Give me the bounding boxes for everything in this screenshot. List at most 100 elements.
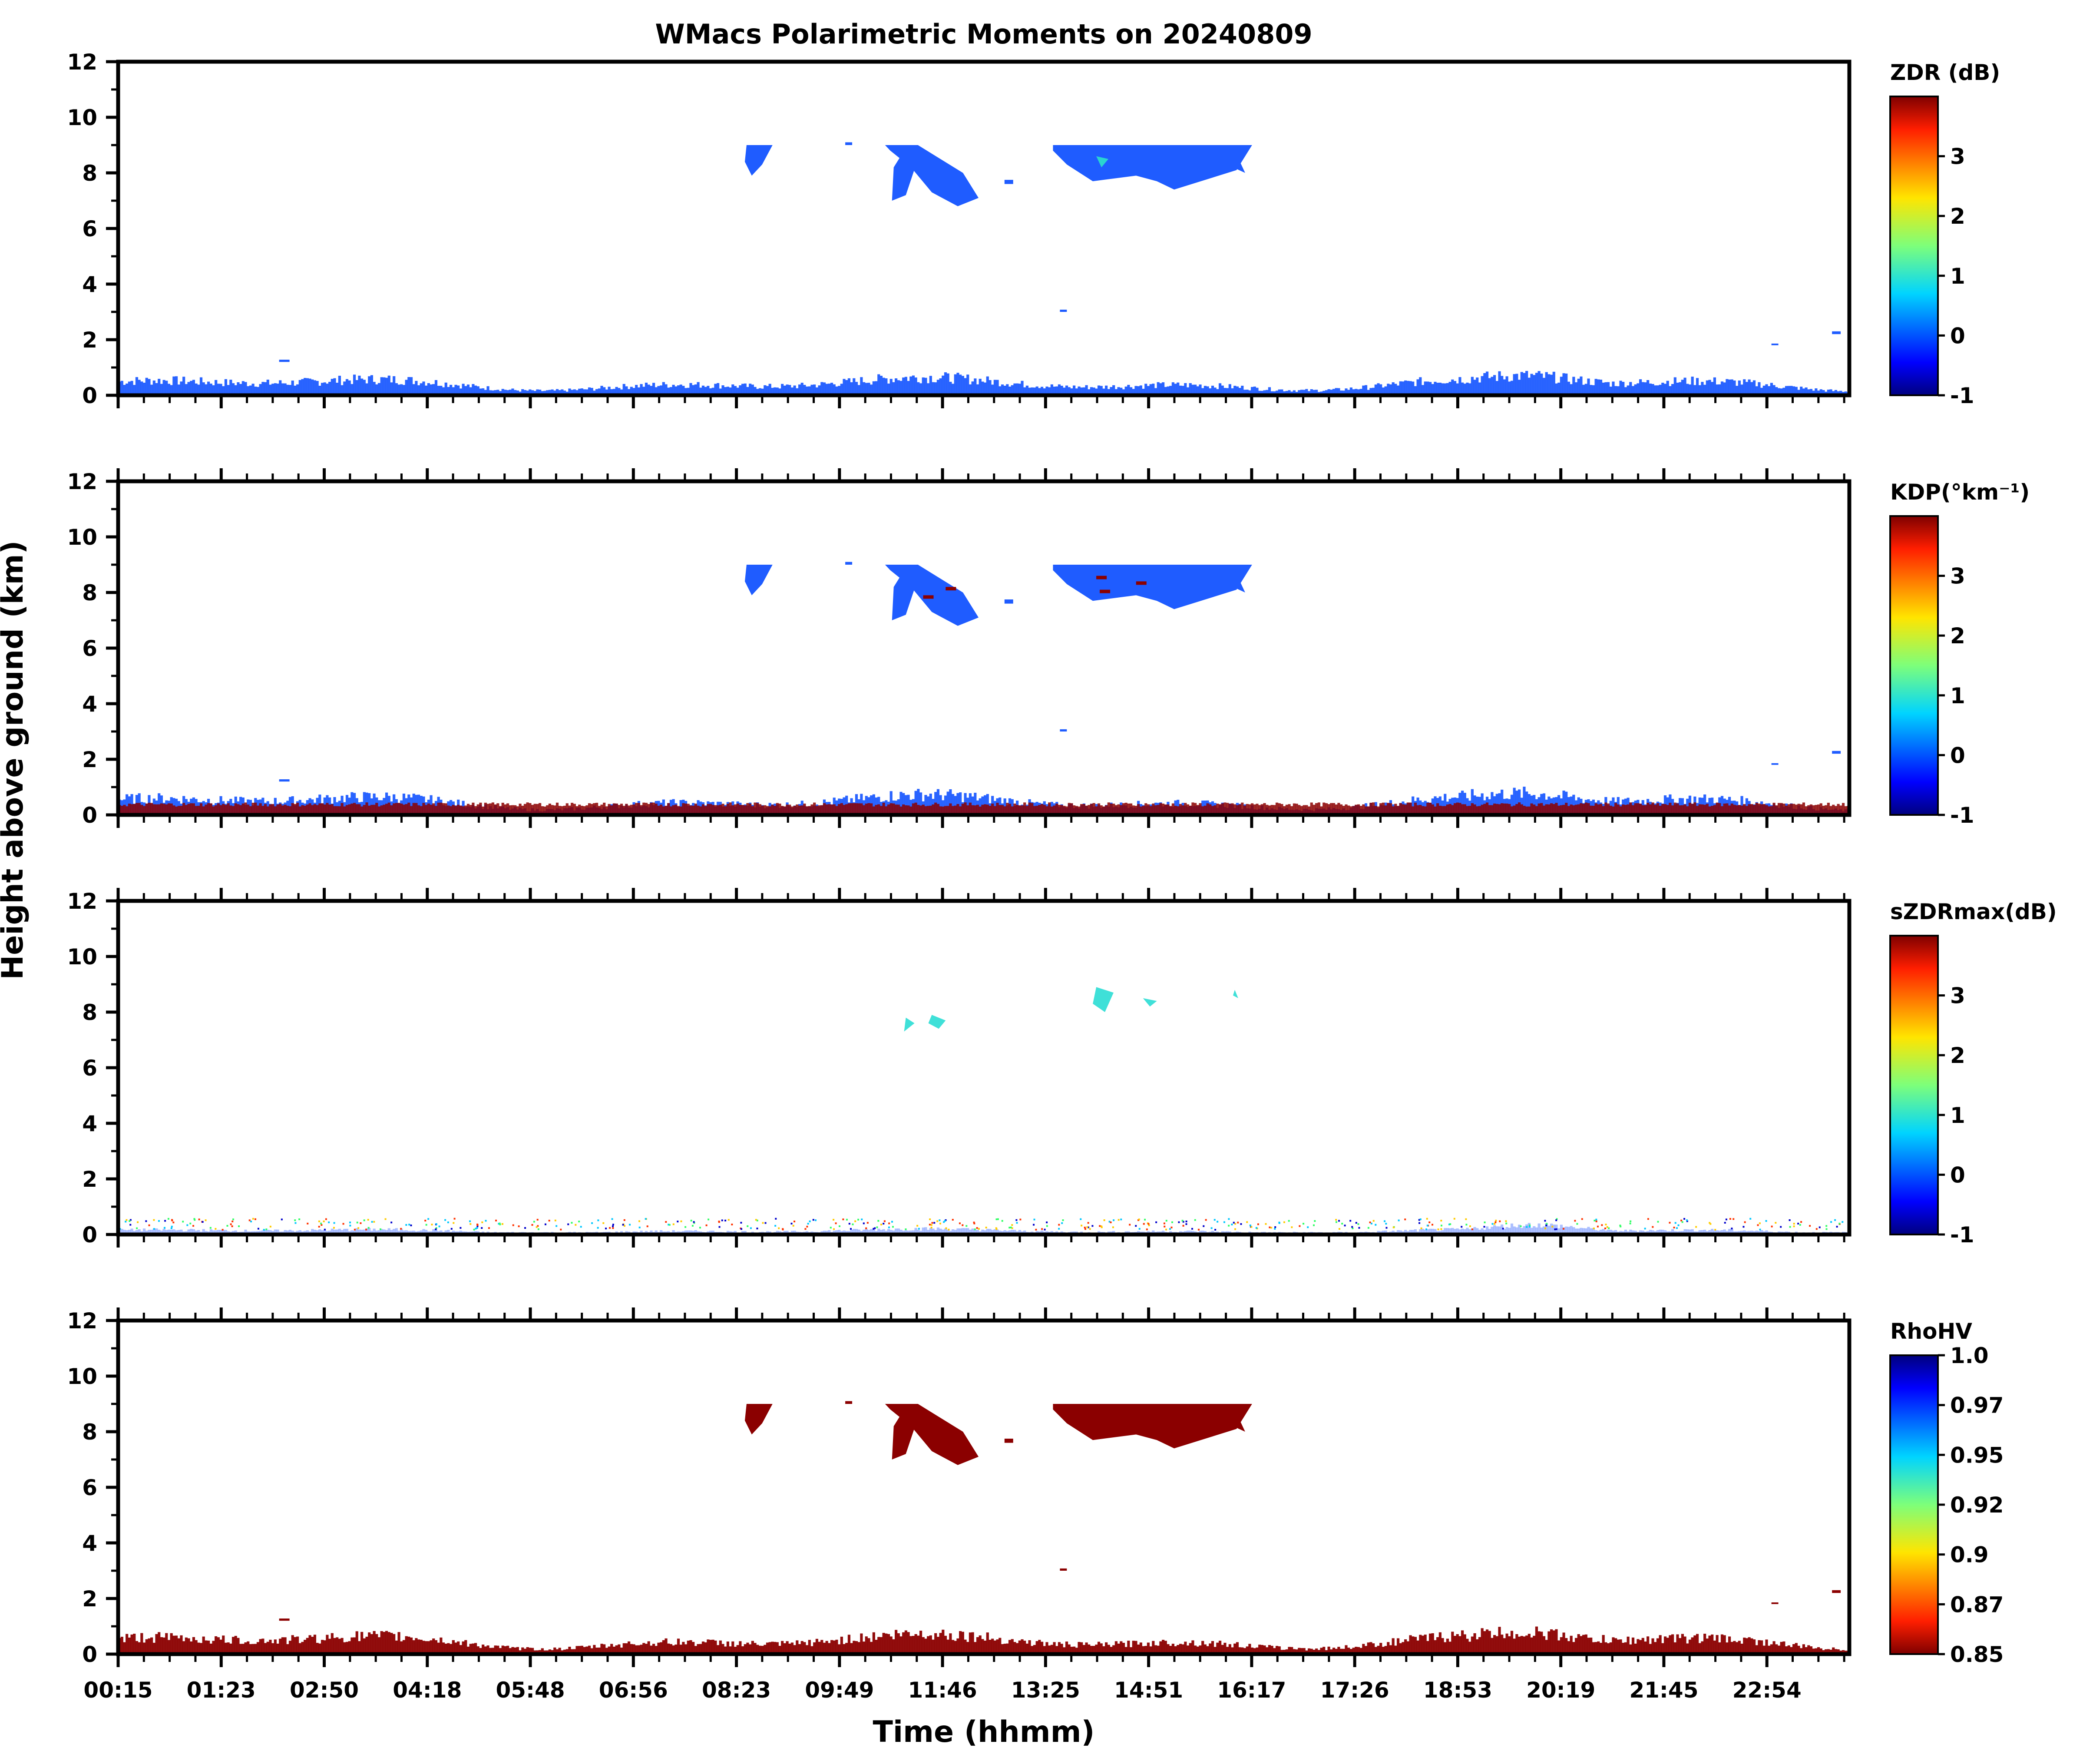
boundary-column <box>1666 381 1669 395</box>
boundary-speckle <box>537 1225 539 1227</box>
boundary-core-column <box>1293 803 1296 814</box>
boundary-column <box>1481 793 1484 815</box>
boundary-core-column <box>1268 805 1271 814</box>
boundary-column <box>217 1230 220 1234</box>
boundary-column <box>363 1638 366 1654</box>
boundary-column <box>672 384 675 395</box>
boundary-column <box>1580 1228 1583 1234</box>
boundary-column <box>939 795 942 815</box>
boundary-column <box>1627 385 1630 395</box>
boundary-core-column <box>385 804 388 814</box>
boundary-column <box>1565 1638 1568 1654</box>
boundary-column <box>889 379 893 395</box>
boundary-column <box>751 1641 754 1654</box>
boundary-core-column <box>637 803 640 814</box>
boundary-column <box>1137 1645 1140 1654</box>
boundary-column <box>1206 386 1209 395</box>
boundary-column <box>482 388 485 395</box>
boundary-speckle <box>693 1221 695 1223</box>
cloud-patch <box>1233 1409 1245 1432</box>
boundary-core-column <box>1730 803 1733 814</box>
boundary-speckle <box>171 1219 173 1221</box>
boundary-core-column <box>1570 804 1573 814</box>
boundary-speckle <box>597 1219 599 1221</box>
boundary-column <box>444 1643 447 1654</box>
boundary-column <box>1800 1648 1803 1654</box>
boundary-column <box>1105 385 1108 395</box>
boundary-column <box>650 386 653 395</box>
boundary-speckle <box>880 1224 883 1226</box>
boundary-column <box>1842 1650 1845 1654</box>
boundary-column <box>996 1229 999 1234</box>
boundary-column <box>1359 1648 1362 1654</box>
boundary-column <box>1691 1229 1694 1234</box>
boundary-column <box>622 1643 625 1654</box>
boundary-core-column <box>1542 805 1546 814</box>
boundary-column <box>1693 385 1696 395</box>
boundary-column <box>1599 1643 1603 1654</box>
boundary-core-column <box>523 804 527 814</box>
boundary-speckle <box>325 1218 327 1220</box>
boundary-core-column <box>405 804 408 814</box>
boundary-column <box>1617 386 1620 395</box>
boundary-column <box>862 1229 866 1234</box>
boundary-column <box>1355 1647 1358 1654</box>
boundary-column <box>1634 1643 1637 1654</box>
boundary-core-column <box>731 805 734 814</box>
boundary-column <box>1399 1230 1402 1234</box>
boundary-column <box>291 381 294 395</box>
boundary-column <box>130 1634 133 1654</box>
boundary-column <box>1300 1648 1303 1654</box>
boundary-core-column <box>573 804 576 814</box>
boundary-speckle <box>1008 1227 1011 1229</box>
boundary-column <box>1050 1645 1053 1654</box>
boundary-core-column <box>1110 804 1113 814</box>
boundary-speckle <box>1714 1229 1716 1231</box>
boundary-speckle <box>1146 1228 1148 1231</box>
boundary-column <box>1641 1638 1644 1654</box>
boundary-column <box>1315 1648 1318 1654</box>
boundary-speckle <box>481 1221 483 1223</box>
boundary-column <box>1132 1641 1135 1654</box>
boundary-column <box>251 1644 255 1654</box>
boundary-core-column <box>1491 805 1494 814</box>
boundary-speckle <box>342 1223 344 1225</box>
y-tick-label: 12 <box>67 889 97 914</box>
boundary-column <box>1755 1645 1758 1654</box>
boundary-column <box>1567 1227 1571 1234</box>
boundary-column <box>1307 391 1311 395</box>
boundary-column <box>697 382 700 395</box>
boundary-column <box>1745 382 1749 395</box>
boundary-core-column <box>1362 804 1365 814</box>
boundary-core-column <box>276 804 279 814</box>
boundary-column <box>1428 382 1432 395</box>
boundary-speckle <box>1283 1221 1285 1223</box>
boundary-core-column <box>1035 805 1038 814</box>
boundary-column <box>355 380 358 395</box>
boundary-column <box>1384 1230 1387 1234</box>
boundary-column <box>929 1635 932 1654</box>
boundary-column <box>917 789 920 815</box>
boundary-column <box>126 1634 129 1654</box>
boundary-column <box>870 384 873 395</box>
boundary-core-column <box>1303 805 1306 814</box>
boundary-column <box>1337 1647 1340 1654</box>
boundary-column <box>573 389 576 395</box>
boundary-speckle <box>1629 1222 1631 1225</box>
boundary-speckle <box>646 1225 648 1228</box>
boundary-column <box>1795 1643 1798 1654</box>
boundary-core-column <box>1495 804 1498 814</box>
boundary-core-column <box>1617 804 1620 814</box>
boundary-speckle <box>360 1222 362 1224</box>
boundary-column <box>1273 1648 1276 1654</box>
boundary-speckle <box>962 1224 964 1226</box>
boundary-column <box>412 1640 415 1654</box>
colorbar-tick-label: 1 <box>1950 264 1965 289</box>
boundary-column <box>375 384 378 395</box>
boundary-column <box>778 1645 781 1654</box>
boundary-column <box>135 1641 139 1654</box>
boundary-column <box>377 1637 381 1654</box>
boundary-column <box>877 1228 880 1234</box>
boundary-core-column <box>771 804 774 814</box>
boundary-core-column <box>1688 802 1692 814</box>
